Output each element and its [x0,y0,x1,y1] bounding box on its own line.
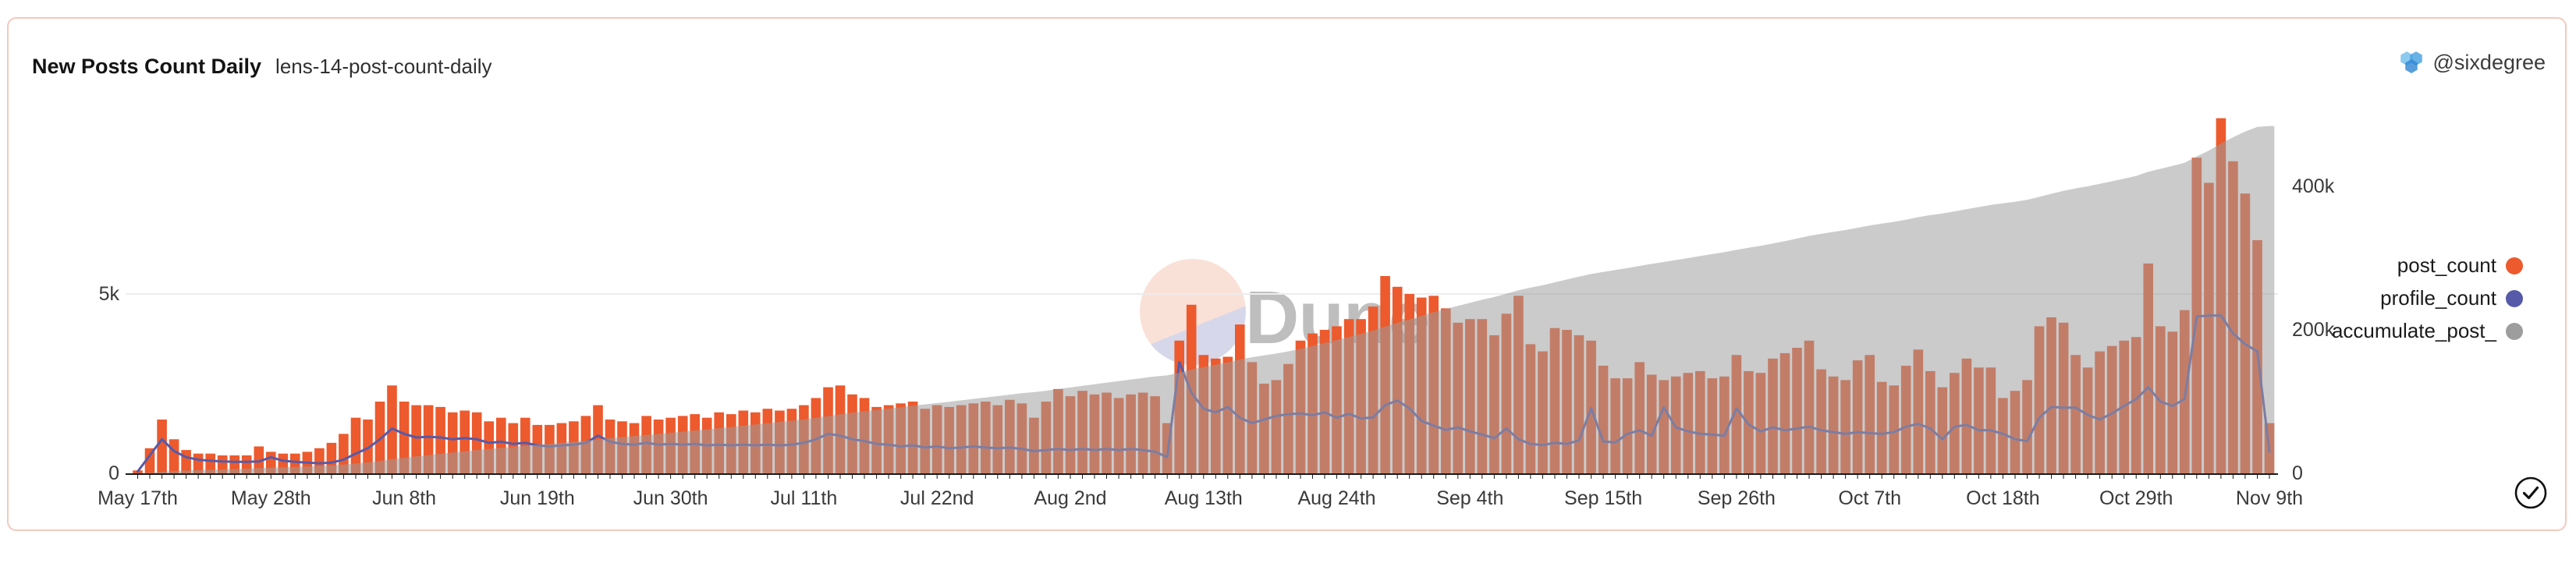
x-axis-label: Jul 11th [771,487,838,509]
bar-post-count [374,402,385,473]
chart-header: New Posts Count Daily lens-14-post-count… [32,55,492,79]
x-axis-label: Jun 8th [372,487,436,509]
bar-post-count [144,448,155,473]
x-axis-label: Oct 7th [1838,487,1901,509]
bar-post-count [339,434,349,473]
accumulate-post-area[interactable] [133,126,2275,473]
owner-link[interactable]: @sixdegree [2397,48,2546,76]
bar-post-count [169,439,179,473]
legend-label-accumulate-post: accumulate_post_ [2331,319,2496,342]
chart-title: New Posts Count Daily [32,55,262,78]
owner-handle: @sixdegree [2432,50,2546,74]
legend-marker-post-count [2506,257,2523,274]
bar-post-count [254,446,264,473]
x-axis-label: Jun 30th [633,487,708,509]
bar-post-count [217,455,228,473]
x-axis-label: Jul 22nd [900,487,974,509]
x-axis-label: Sep 26th [1698,487,1776,509]
query-success-icon [2513,475,2549,511]
x-axis-label: May 28th [231,487,311,509]
y-axis-right-label: 0 [2292,462,2303,484]
y-axis-right-label: 400k [2292,175,2335,197]
x-axis-label: Aug 2nd [1034,487,1106,509]
x-axis-label: Aug 13th [1165,487,1243,509]
bar-post-count [363,420,373,473]
legend-marker-accumulate-post [2506,322,2523,340]
legend-label-profile-count: profile_count [2380,286,2496,310]
chart-card: New Posts Count Daily lens-14-post-count… [7,17,2567,531]
legend-label-post-count: post_count [2397,253,2496,277]
chart-legend: post_count profile_count accumulate_post… [2332,253,2523,343]
x-axis-label: Sep 15th [1564,487,1642,509]
bar-post-count [157,420,167,473]
bar-post-count [205,453,215,473]
bar-post-count [229,455,240,473]
y-axis-left-label: 5k [99,283,120,305]
legend-item-post-count[interactable]: post_count [2397,253,2523,278]
legend-marker-profile-count [2506,289,2523,307]
bar-post-count [350,417,361,473]
page: { "card": { "title": "New Posts Count Da… [7,17,2567,531]
x-axis-label: May 17th [98,487,178,509]
hexagon-cluster-icon [2397,48,2425,76]
x-axis-label: Sep 4th [1436,487,1503,509]
x-axis-label: Oct 18th [1966,487,2040,509]
legend-item-profile-count[interactable]: profile_count [2380,286,2523,310]
y-axis-right-label: 200k [2292,319,2335,341]
x-axis [126,473,2278,479]
x-axis-label: Aug 24th [1297,487,1375,509]
bar-post-count [399,402,410,473]
chart-canvas[interactable]: 0 5k 0 200k 400k May 17th May 28th Jun 8th Jun 1… [9,19,2576,563]
x-axis-label: Oct 29th [2099,487,2173,509]
y-axis-left-label: 0 [108,462,119,484]
bar-post-count [181,450,191,473]
x-axis-label: Jun 19th [500,487,575,509]
chart-subtitle: lens-14-post-count-daily [275,55,492,78]
legend-item-accumulate-post[interactable]: accumulate_post_ [2332,319,2523,343]
x-axis-label: Nov 9th [2236,487,2303,509]
